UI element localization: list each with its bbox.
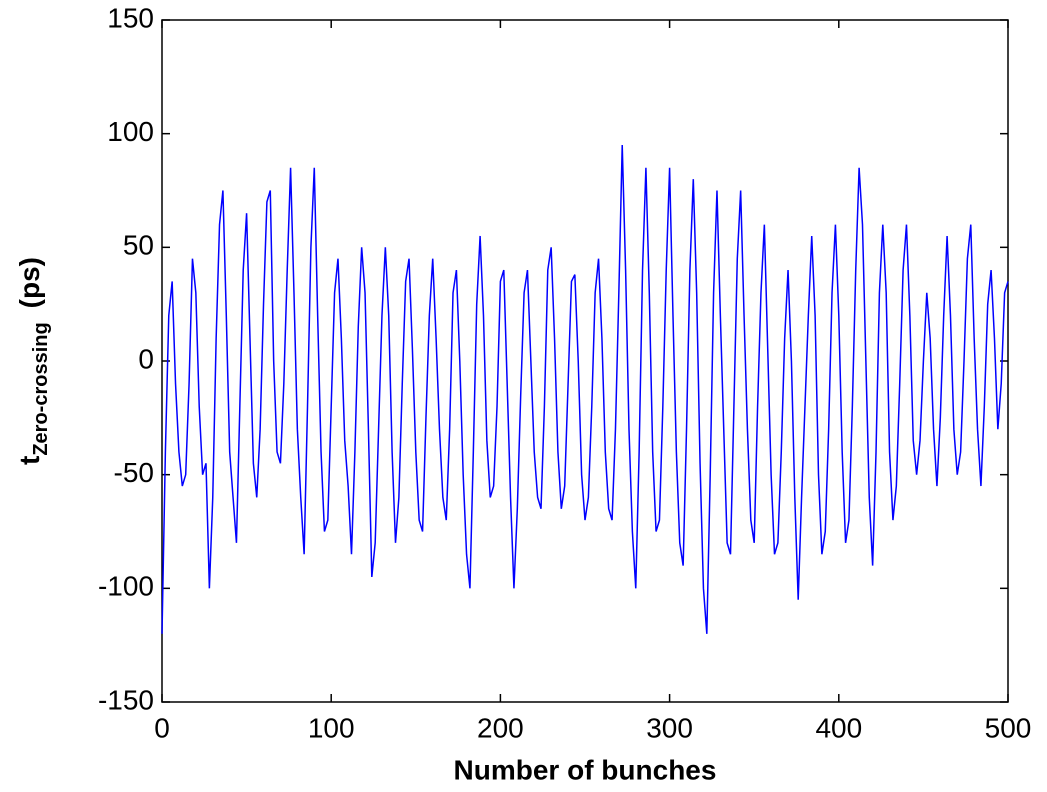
y-axis-label: tZero-crossing (ps) [14, 257, 52, 465]
y-tick-label: 100 [107, 116, 154, 147]
x-tick-label: 400 [815, 712, 862, 743]
x-tick-label: 0 [154, 712, 170, 743]
x-axis-label: Number of bunches [454, 754, 717, 785]
axes-box [161, 19, 1009, 703]
y-tick-label: -100 [98, 571, 154, 602]
x-tick-label: 300 [646, 712, 693, 743]
y-tick-label: 150 [107, 2, 154, 33]
x-tick-label: 500 [985, 712, 1032, 743]
y-tick-label: 50 [123, 230, 154, 261]
y-tick-label: -150 [98, 684, 154, 715]
x-tick-label: 100 [308, 712, 355, 743]
y-label-subscript: Zero-crossing [30, 322, 52, 455]
data-line [161, 145, 1009, 634]
y-tick-label: -50 [114, 457, 154, 488]
x-tick-label: 200 [477, 712, 524, 743]
y-label-unit: (ps) [14, 257, 45, 308]
y-tick-label: 0 [138, 343, 154, 374]
y-label-main: t [14, 456, 45, 465]
